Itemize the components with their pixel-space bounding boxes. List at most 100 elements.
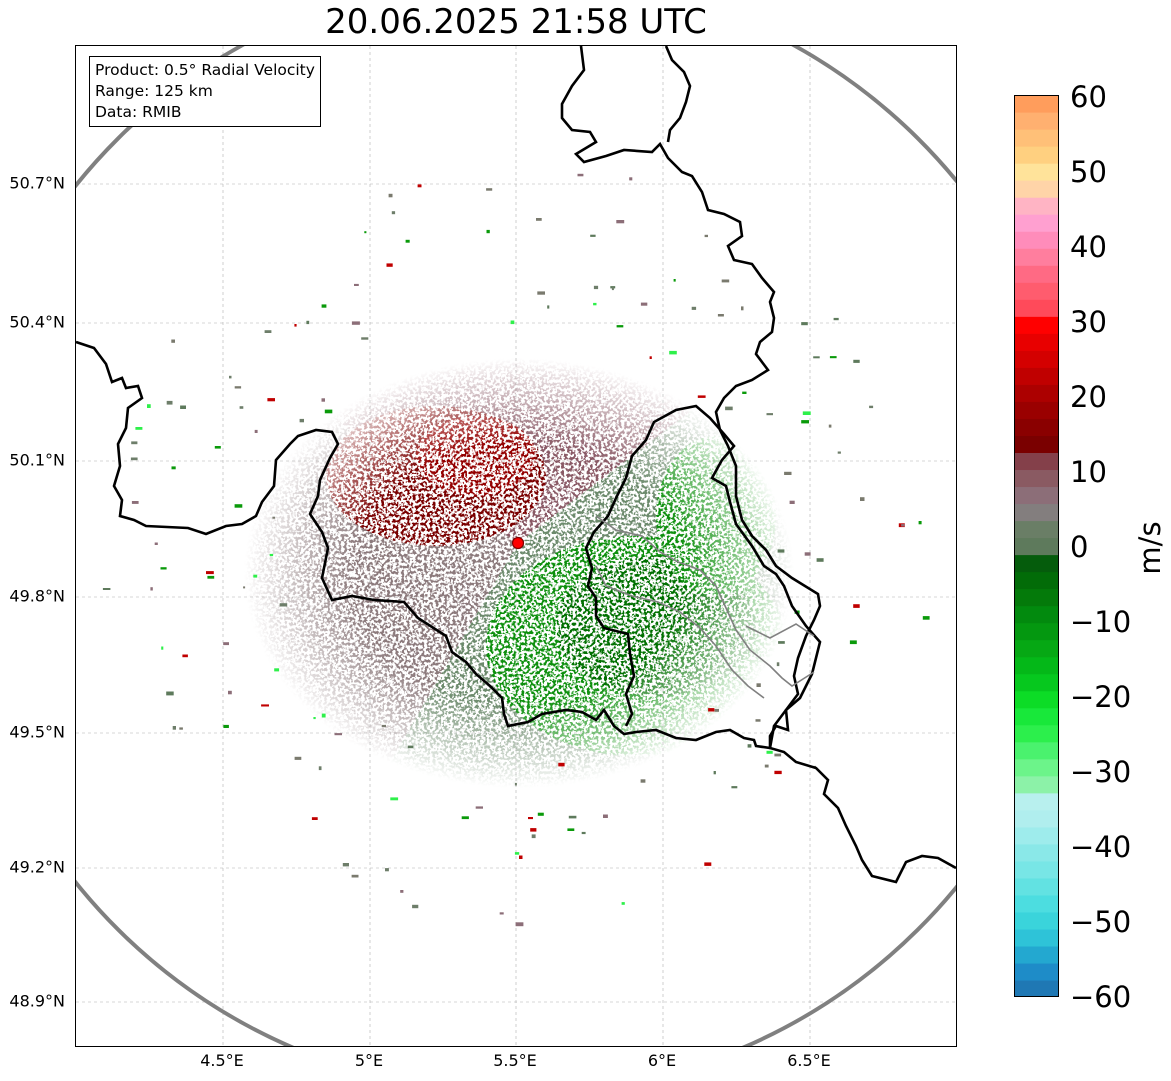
- country-border-northeast: [664, 46, 692, 143]
- colorbar-band: [1014, 129, 1059, 147]
- product-label: Product: 0.5° Radial Velocity: [95, 61, 315, 79]
- lat-label: 50.7°N: [9, 173, 65, 193]
- clutter-pixel: [801, 322, 808, 326]
- clutter-pixel: [388, 193, 393, 198]
- clutter-pixel: [774, 770, 782, 775]
- colorbar-band: [1014, 571, 1059, 590]
- colorbar-band: [1014, 962, 1059, 981]
- clutter-pixel: [166, 400, 173, 405]
- colorbar-band: [1014, 282, 1059, 300]
- radar-map-canvas[interactable]: [76, 46, 956, 1046]
- clutter-pixel: [234, 386, 242, 389]
- radar-site-marker[interactable]: [511, 536, 525, 550]
- clutter-pixel: [833, 317, 839, 321]
- clutter-pixel: [697, 395, 706, 398]
- clutter-pixel: [531, 834, 536, 839]
- clutter-pixel: [499, 912, 504, 915]
- clutter-pixel: [274, 668, 280, 672]
- clutter-pixel: [777, 549, 785, 553]
- clutter-pixel: [475, 806, 483, 809]
- colorbar-band: [1014, 197, 1059, 215]
- clutter-pixel: [223, 642, 229, 646]
- clutter-pixel: [918, 521, 922, 525]
- colorbar-tick-label: 0: [1070, 530, 1089, 564]
- clutter-pixel: [547, 305, 550, 309]
- colorbar-tick-label: 30: [1070, 305, 1107, 339]
- colorbar-band: [1014, 112, 1059, 130]
- colorbar-tick-label: −50: [1070, 905, 1132, 939]
- colorbar-tick-label: 40: [1070, 230, 1107, 264]
- clutter-pixel: [714, 708, 719, 712]
- clutter-pixel: [311, 817, 318, 820]
- lat-label: 49.8°N: [9, 586, 65, 606]
- velocity-region: [136, 346, 518, 786]
- clutter-pixel: [486, 188, 493, 191]
- colorbar-band: [1014, 792, 1059, 811]
- clutter-pixel: [537, 812, 544, 816]
- clutter-pixel: [417, 184, 422, 188]
- clutter-pixel: [514, 782, 517, 786]
- colorbar-band: [1014, 163, 1059, 181]
- clutter-pixel: [577, 173, 584, 177]
- clutter-pixel: [386, 263, 393, 267]
- clutter-pixel: [334, 733, 342, 736]
- colorbar-tick-label: 60: [1070, 80, 1107, 114]
- clutter-pixel: [731, 786, 738, 789]
- colorbar-tick-label: −40: [1070, 830, 1132, 864]
- colorbar-band: [1014, 690, 1059, 709]
- clutter-pixel: [828, 424, 832, 428]
- clutter-pixel: [853, 604, 860, 608]
- clutter-pixel: [922, 616, 930, 620]
- radar-map-panel[interactable]: Product: 0.5° Radial Velocity Range: 125…: [75, 45, 957, 1047]
- clutter-pixel: [182, 654, 188, 658]
- clutter-pixel: [234, 504, 243, 508]
- clutter-pixel: [269, 553, 274, 557]
- clutter-pixel: [603, 814, 608, 818]
- clutter-pixel: [640, 302, 648, 306]
- clutter-pixel: [102, 588, 111, 590]
- colorbar-band: [1014, 877, 1059, 896]
- colorbar-band: [1014, 860, 1059, 879]
- colorbar-tick-label: −30: [1070, 755, 1132, 789]
- range-label: Range: 125 km: [95, 82, 213, 100]
- clutter-pixel: [849, 640, 857, 645]
- clutter-pixel: [778, 641, 785, 644]
- clutter-pixel: [294, 324, 297, 327]
- clutter-pixel: [400, 890, 404, 893]
- colorbar-band: [1014, 520, 1059, 539]
- clutter-pixel: [764, 764, 769, 768]
- colorbar-band: [1014, 367, 1059, 385]
- clutter-pixel: [801, 420, 809, 424]
- clutter-pixel: [239, 406, 244, 409]
- colorbar-tick-label: 50: [1070, 155, 1107, 189]
- colorbar-band: [1014, 299, 1059, 317]
- clutter-pixel: [228, 690, 232, 695]
- colorbar-band: [1014, 350, 1059, 368]
- clutter-pixel: [721, 279, 730, 283]
- clutter-pixel: [214, 446, 221, 449]
- colorbar-band: [1014, 537, 1059, 556]
- clutter-pixel: [789, 500, 795, 504]
- clutter-pixel: [581, 831, 586, 835]
- colorbar-band: [1014, 146, 1059, 164]
- colorbar-band: [1014, 622, 1059, 641]
- colorbar-band: [1014, 316, 1059, 334]
- clutter-pixel: [253, 574, 258, 578]
- clutter-pixel: [313, 717, 316, 720]
- clutter-pixel: [860, 497, 865, 501]
- clutter-pixel: [318, 766, 322, 771]
- clutter-pixel: [766, 413, 773, 416]
- clutter-pixel: [741, 306, 744, 311]
- clutter-pixel: [206, 571, 214, 575]
- clutter-pixel: [179, 727, 183, 730]
- clutter-pixel: [154, 542, 158, 545]
- colorbar-band: [1014, 588, 1059, 607]
- clutter-pixel: [853, 359, 860, 363]
- clutter-pixel: [390, 797, 399, 801]
- lon-label: 6°E: [647, 1051, 677, 1070]
- colorbar-band: [1014, 214, 1059, 232]
- clutter-pixel: [568, 815, 577, 819]
- lon-label: 5.5°E: [493, 1051, 537, 1070]
- admin-border: [595, 515, 815, 699]
- colorbar-band: [1014, 656, 1059, 675]
